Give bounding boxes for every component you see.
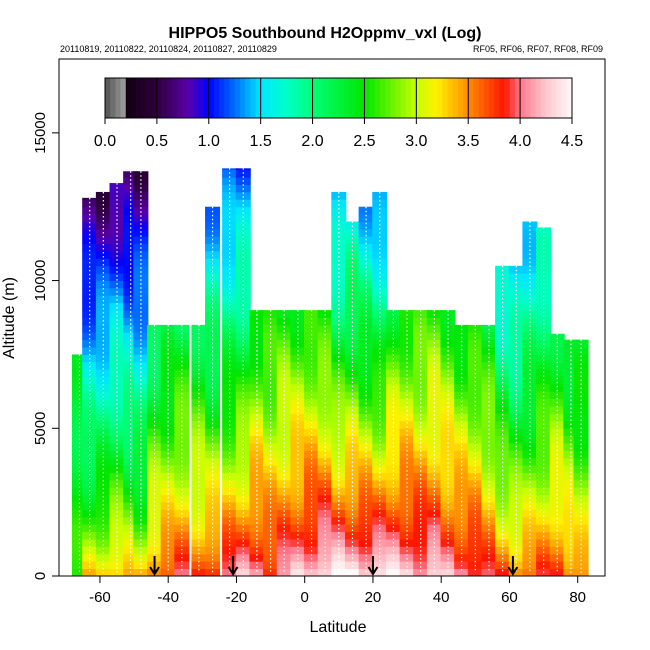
colorbar-tick-label: 2.0 [301, 133, 323, 150]
y-tick-label: 0 [32, 572, 49, 580]
colorbar-tick-label: 4.5 [561, 133, 583, 150]
chart-subtitle-flights: RF05, RF06, RF07, RF08, RF09 [473, 44, 603, 54]
y-tick-label: 15000 [32, 112, 49, 154]
profile-column [249, 310, 265, 576]
x-tick-label: -20 [226, 589, 248, 606]
profile-column [549, 333, 565, 576]
profile-column [399, 310, 415, 576]
y-axis: 0 5000 10000 15000 [32, 112, 59, 580]
x-tick-label: -40 [157, 589, 179, 606]
colorbar-tick-label: 1.5 [250, 133, 272, 150]
x-tick-label: -60 [89, 589, 111, 606]
x-tick-label: 0 [301, 589, 309, 606]
profile-column [413, 310, 429, 576]
profile-column [344, 221, 360, 576]
flight-markers [149, 556, 519, 576]
profile-column [133, 171, 149, 576]
profile-column [123, 171, 139, 576]
x-axis-label: Latitude [310, 619, 367, 636]
y-axis-label: Altitude (m) [1, 277, 18, 359]
profile-column [263, 310, 279, 576]
profile-column [495, 265, 511, 576]
colorbar-tick-label: 4.0 [509, 133, 531, 150]
profile-column [331, 191, 347, 576]
x-tick-label: 40 [433, 589, 450, 606]
profile-column [372, 191, 388, 576]
profile-column [426, 310, 442, 576]
profile-column [385, 310, 401, 576]
colorbar-tick-label: 1.0 [198, 133, 220, 150]
colorbar-tick-label: 2.5 [353, 133, 375, 150]
profile-column [454, 324, 470, 576]
profile-column [536, 227, 552, 576]
colorbar: 0.0 0.5 1.0 1.5 2.0 2.5 3.0 3.5 4.0 4.5 [94, 77, 583, 150]
data-curtain [71, 168, 589, 576]
profile-column [222, 168, 238, 576]
down-arrow-icon [149, 556, 160, 576]
colorbar-tick-label: 0.0 [94, 133, 116, 150]
profile-column [71, 354, 87, 576]
profile-column [147, 324, 163, 576]
profile-column [358, 206, 374, 576]
profile-column [508, 265, 524, 576]
colorbar-tick-label: 3.0 [405, 133, 427, 150]
profile-column [481, 324, 497, 576]
profile-column [205, 206, 221, 576]
profile-column [522, 221, 538, 576]
down-arrow-icon [367, 556, 379, 576]
profile-column [563, 339, 579, 576]
profile-column [109, 183, 125, 576]
x-tick-label: 60 [501, 589, 518, 606]
x-axis: -60 -40 -20 0 20 40 60 80 [89, 576, 586, 606]
down-arrow-icon [227, 556, 239, 576]
y-tick-label: 10000 [32, 260, 49, 302]
profile-column [276, 310, 292, 576]
chart-subtitle-dates: 20110819, 20110822, 20110824, 20110827, … [60, 44, 277, 54]
profile-column [440, 310, 456, 576]
profile-column [191, 324, 207, 576]
profile-column [95, 191, 111, 576]
colorbar-tick-label: 0.5 [146, 133, 168, 150]
plot-frame [58, 58, 606, 577]
profile-column [467, 324, 483, 576]
x-tick-label: 20 [365, 589, 382, 606]
x-tick-label: 80 [569, 589, 586, 606]
profile-column [82, 197, 98, 576]
profile-column [290, 310, 306, 576]
profile-column [317, 310, 333, 576]
colorbar-tick-label: 3.5 [457, 133, 479, 150]
profile-column [235, 168, 251, 576]
profile-column [174, 324, 190, 576]
y-tick-label: 5000 [32, 412, 49, 445]
chart-title: HIPPO5 Southbound H2Oppmv_vxl (Log) [169, 25, 482, 42]
down-arrow-icon [507, 556, 519, 576]
colorbar-frame [104, 77, 573, 119]
profile-column [304, 310, 320, 576]
profile-column [160, 324, 176, 576]
profile-column [573, 339, 589, 576]
